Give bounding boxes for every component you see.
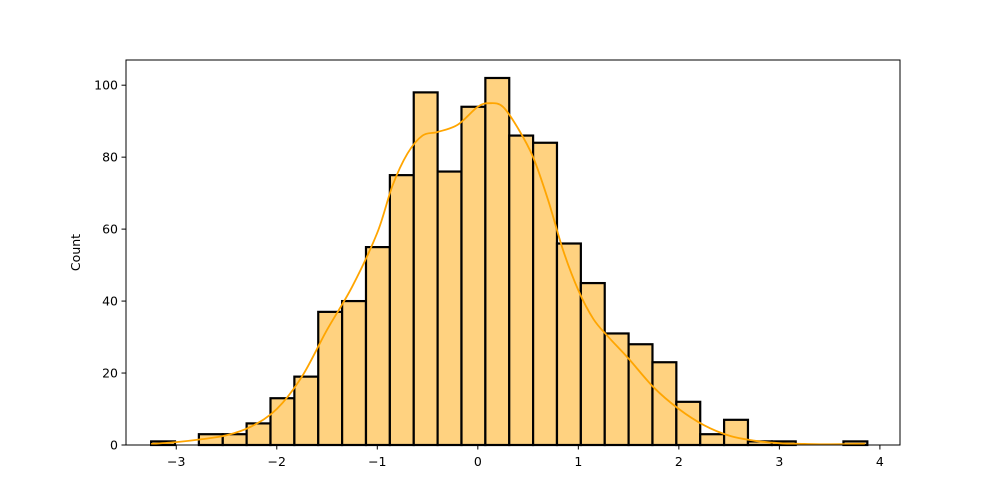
histogram-bar xyxy=(341,299,368,447)
histogram-bar xyxy=(722,418,750,447)
histogram-bar xyxy=(269,397,296,447)
histogram-bar xyxy=(460,105,487,447)
y-tick-label: 100 xyxy=(94,78,118,93)
histogram-bar xyxy=(675,400,702,447)
x-axis-ticks: −3 −2 −1 0 1 2 3 4 xyxy=(167,445,884,469)
histogram-bar xyxy=(555,242,582,447)
x-tick-label: 0 xyxy=(474,454,482,469)
histogram-bar xyxy=(293,375,320,447)
histogram-bar xyxy=(508,134,535,447)
x-tick-label: −1 xyxy=(368,454,386,469)
axes-frame xyxy=(125,59,901,446)
x-tick-label: 4 xyxy=(876,454,884,469)
histogram-bar xyxy=(484,76,511,447)
histogram-bar xyxy=(364,246,391,447)
histogram-bar xyxy=(699,433,726,447)
x-tick-label: 2 xyxy=(675,454,683,469)
histogram-bar xyxy=(317,310,344,447)
histogram-bar xyxy=(436,170,463,447)
x-tick-label: 3 xyxy=(775,454,783,469)
y-tick-label: 40 xyxy=(102,294,118,309)
histogram-bar xyxy=(627,343,654,447)
histogram-bar xyxy=(603,332,630,447)
y-axis-label: Count xyxy=(68,234,83,271)
y-tick-label: 80 xyxy=(102,150,118,165)
y-tick-label: 20 xyxy=(102,366,118,381)
y-tick-label: 0 xyxy=(110,438,118,453)
y-tick-label: 60 xyxy=(102,222,118,237)
y-axis-ticks: 0 20 40 60 80 100 xyxy=(94,78,126,453)
histogram-bar xyxy=(579,281,606,447)
x-tick-label: −2 xyxy=(268,454,286,469)
histogram-bar xyxy=(388,174,415,447)
kde-curve xyxy=(151,102,865,446)
x-tick-label: 1 xyxy=(574,454,582,469)
x-tick-label: −3 xyxy=(167,454,185,469)
histogram-bar xyxy=(412,91,439,447)
